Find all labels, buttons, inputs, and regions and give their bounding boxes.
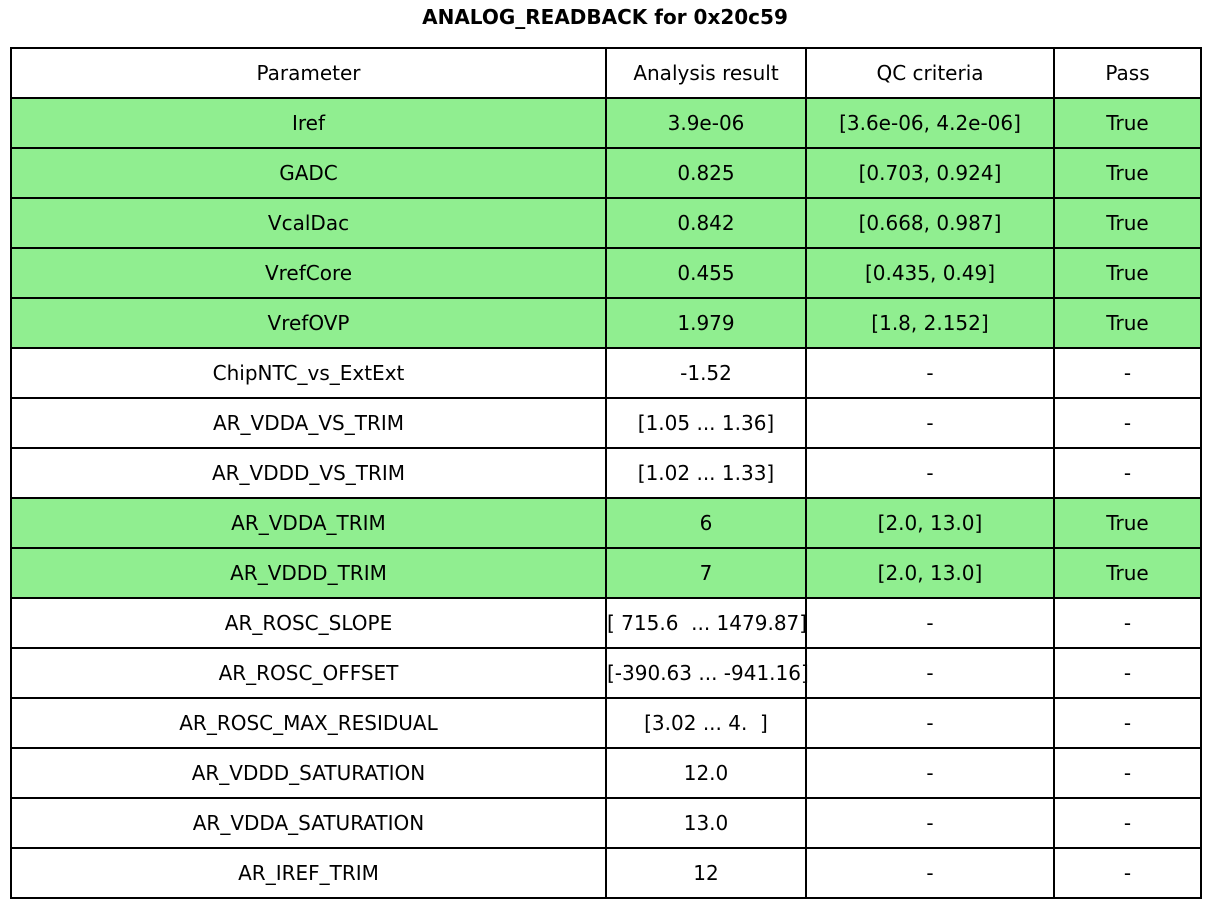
page-title: ANALOG_READBACK for 0x20c59 bbox=[422, 5, 788, 29]
cell-parameter: AR_VDDD_SATURATION bbox=[10, 747, 607, 799]
cell-parameter: Iref bbox=[10, 97, 607, 149]
analog-readback-table: Parameter Analysis result QC criteria Pa… bbox=[10, 47, 1202, 899]
cell-result: 0.825 bbox=[605, 147, 807, 199]
cell-result: 13.0 bbox=[605, 797, 807, 849]
column-header-parameter: Parameter bbox=[10, 47, 607, 99]
column-header-qc-criteria: QC criteria bbox=[805, 47, 1055, 99]
table-row: AR_VDDD_VS_TRIM [1.02 ... 1.33] - - bbox=[10, 447, 1202, 499]
cell-parameter: AR_ROSC_MAX_RESIDUAL bbox=[10, 697, 607, 749]
cell-pass: True bbox=[1053, 197, 1202, 249]
column-header-pass: Pass bbox=[1053, 47, 1202, 99]
cell-parameter: AR_ROSC_OFFSET bbox=[10, 647, 607, 699]
cell-pass: - bbox=[1053, 647, 1202, 699]
cell-result: [1.02 ... 1.33] bbox=[605, 447, 807, 499]
column-header-analysis-result: Analysis result bbox=[605, 47, 807, 99]
cell-parameter: VrefCore bbox=[10, 247, 607, 299]
cell-parameter: GADC bbox=[10, 147, 607, 199]
cell-parameter: AR_VDDD_VS_TRIM bbox=[10, 447, 607, 499]
cell-result: 6 bbox=[605, 497, 807, 549]
cell-parameter: VcalDac bbox=[10, 197, 607, 249]
cell-qc: - bbox=[805, 347, 1055, 399]
cell-result: 0.842 bbox=[605, 197, 807, 249]
cell-pass: True bbox=[1053, 497, 1202, 549]
cell-result: 12 bbox=[605, 847, 807, 899]
table-row: AR_ROSC_OFFSET [-390.63 ... -941.16] - - bbox=[10, 647, 1202, 699]
table-row: AR_VDDA_TRIM 6 [2.0, 13.0] True bbox=[10, 497, 1202, 549]
cell-qc: - bbox=[805, 397, 1055, 449]
cell-pass: - bbox=[1053, 597, 1202, 649]
cell-qc: [1.8, 2.152] bbox=[805, 297, 1055, 349]
cell-result: -1.52 bbox=[605, 347, 807, 399]
cell-qc: - bbox=[805, 747, 1055, 799]
cell-qc: [3.6e-06, 4.2e-06] bbox=[805, 97, 1055, 149]
cell-pass: - bbox=[1053, 747, 1202, 799]
table-row: AR_VDDD_SATURATION 12.0 - - bbox=[10, 747, 1202, 799]
table-row: Iref 3.9e-06 [3.6e-06, 4.2e-06] True bbox=[10, 97, 1202, 149]
cell-qc: - bbox=[805, 697, 1055, 749]
cell-result: 1.979 bbox=[605, 297, 807, 349]
cell-parameter: AR_IREF_TRIM bbox=[10, 847, 607, 899]
cell-qc: - bbox=[805, 447, 1055, 499]
cell-qc: [2.0, 13.0] bbox=[805, 497, 1055, 549]
cell-pass: True bbox=[1053, 547, 1202, 599]
cell-parameter: AR_VDDD_TRIM bbox=[10, 547, 607, 599]
cell-result: 12.0 bbox=[605, 747, 807, 799]
table-row: VcalDac 0.842 [0.668, 0.987] True bbox=[10, 197, 1202, 249]
cell-qc: [0.668, 0.987] bbox=[805, 197, 1055, 249]
table-row: AR_VDDD_TRIM 7 [2.0, 13.0] True bbox=[10, 547, 1202, 599]
cell-pass: True bbox=[1053, 247, 1202, 299]
table-row: AR_ROSC_MAX_RESIDUAL [3.02 ... 4. ] - - bbox=[10, 697, 1202, 749]
cell-parameter: AR_VDDA_SATURATION bbox=[10, 797, 607, 849]
table-row: VrefCore 0.455 [0.435, 0.49] True bbox=[10, 247, 1202, 299]
cell-qc: - bbox=[805, 597, 1055, 649]
table-header-row: Parameter Analysis result QC criteria Pa… bbox=[10, 47, 1202, 99]
table-row: ChipNTC_vs_ExtExt -1.52 - - bbox=[10, 347, 1202, 399]
cell-parameter: ChipNTC_vs_ExtExt bbox=[10, 347, 607, 399]
cell-pass: True bbox=[1053, 147, 1202, 199]
cell-result: 3.9e-06 bbox=[605, 97, 807, 149]
table-row: GADC 0.825 [0.703, 0.924] True bbox=[10, 147, 1202, 199]
cell-parameter: AR_ROSC_SLOPE bbox=[10, 597, 607, 649]
cell-pass: - bbox=[1053, 697, 1202, 749]
cell-qc: - bbox=[805, 847, 1055, 899]
cell-result: [3.02 ... 4. ] bbox=[605, 697, 807, 749]
cell-result: [1.05 ... 1.36] bbox=[605, 397, 807, 449]
cell-pass: - bbox=[1053, 347, 1202, 399]
cell-pass: - bbox=[1053, 397, 1202, 449]
cell-parameter: VrefOVP bbox=[10, 297, 607, 349]
cell-qc: - bbox=[805, 797, 1055, 849]
cell-pass: True bbox=[1053, 97, 1202, 149]
table-row: AR_IREF_TRIM 12 - - bbox=[10, 847, 1202, 899]
cell-result: 0.455 bbox=[605, 247, 807, 299]
table-row: AR_VDDA_SATURATION 13.0 - - bbox=[10, 797, 1202, 849]
cell-pass: - bbox=[1053, 797, 1202, 849]
cell-pass: - bbox=[1053, 447, 1202, 499]
cell-pass: True bbox=[1053, 297, 1202, 349]
cell-qc: [0.703, 0.924] bbox=[805, 147, 1055, 199]
table-row: AR_VDDA_VS_TRIM [1.05 ... 1.36] - - bbox=[10, 397, 1202, 449]
cell-qc: [2.0, 13.0] bbox=[805, 547, 1055, 599]
cell-parameter: AR_VDDA_TRIM bbox=[10, 497, 607, 549]
cell-pass: - bbox=[1053, 847, 1202, 899]
cell-parameter: AR_VDDA_VS_TRIM bbox=[10, 397, 607, 449]
cell-result: [ 715.6 ... 1479.87] bbox=[605, 597, 807, 649]
cell-qc: [0.435, 0.49] bbox=[805, 247, 1055, 299]
table-row: VrefOVP 1.979 [1.8, 2.152] True bbox=[10, 297, 1202, 349]
cell-result: [-390.63 ... -941.16] bbox=[605, 647, 809, 699]
table-row: AR_ROSC_SLOPE [ 715.6 ... 1479.87] - - bbox=[10, 597, 1202, 649]
cell-result: 7 bbox=[605, 547, 807, 599]
cell-qc: - bbox=[805, 647, 1055, 699]
